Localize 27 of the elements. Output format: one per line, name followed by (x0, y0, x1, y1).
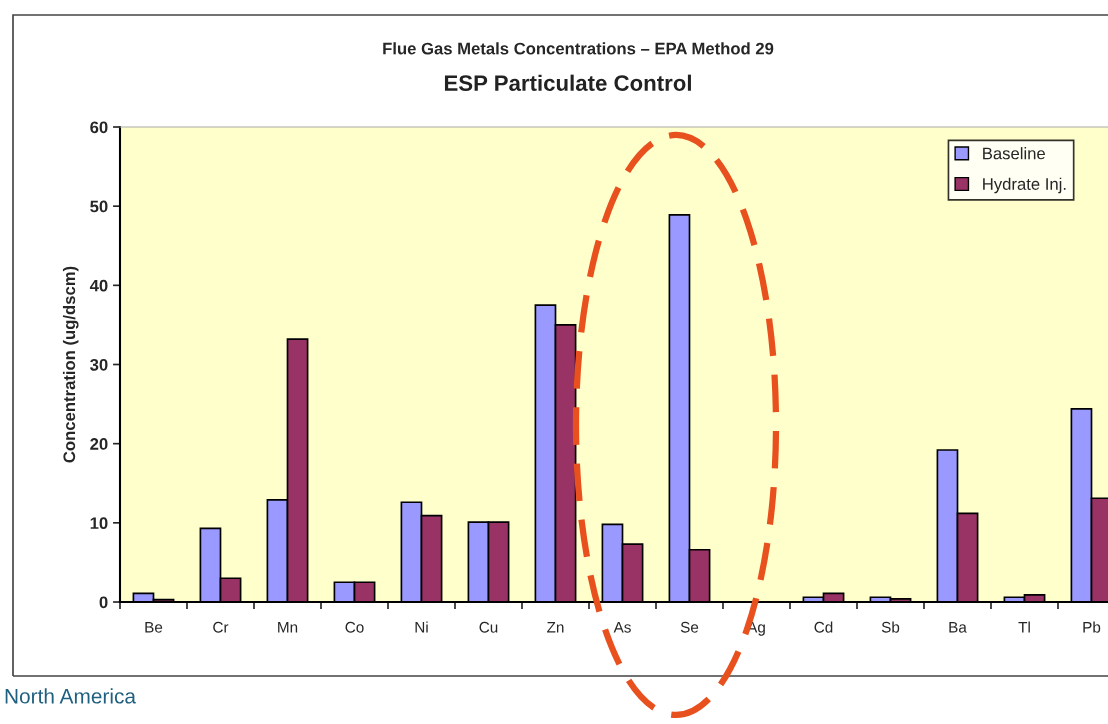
x-tick-label: Sb (881, 621, 900, 633)
chart-subtitle: ESP Particulate Control (444, 74, 691, 91)
x-tick-label: Cr (213, 621, 229, 633)
x-tick-label: Zn (547, 622, 564, 633)
x-tick-label: Se (680, 621, 699, 633)
x-tick-label: As (613, 622, 631, 633)
x-tick-label: Ni (415, 621, 428, 633)
x-tick-label: Be (145, 622, 163, 633)
y-axis-title: Concentration (ug/dscm) (62, 266, 79, 463)
chart-title: Flue Gas Metals Concentrations – EPA Method 29 (383, 42, 774, 55)
x-tick-label: Mn (278, 622, 298, 633)
y-tick-label: 50 (90, 200, 108, 213)
text: North America (5, 688, 136, 704)
y-tick-label: 40 (89, 279, 108, 292)
y-tick-label: 20 (90, 438, 108, 450)
x-tick-label: Ba (949, 622, 967, 633)
x-tick-label: Tl (1018, 621, 1030, 633)
legend-label: Baseline (983, 147, 1045, 160)
y-tick-label: 60 (90, 121, 108, 134)
x-tick-label: Pb (1083, 621, 1101, 633)
y-tick-label: 30 (90, 358, 108, 371)
y-tick-label: 10 (90, 517, 108, 530)
legend-label: Hydrate Inj. (983, 177, 1066, 194)
y-tick-label: 0 (99, 596, 108, 609)
x-tick-label: Cu (479, 621, 498, 633)
x-tick-label: Co (345, 621, 364, 633)
x-tick-label: Cd (814, 621, 833, 633)
